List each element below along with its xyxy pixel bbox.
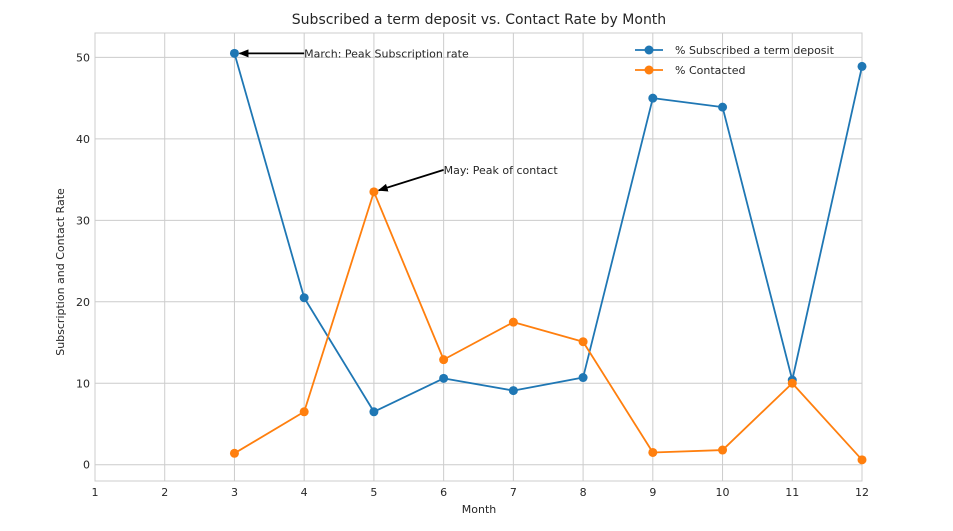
x-tick-label: 10	[716, 486, 730, 499]
x-tick-label: 1	[92, 486, 99, 499]
series-line	[233, 190, 863, 461]
data-point	[787, 378, 797, 388]
data-point	[857, 61, 867, 71]
legend-entry: % Contacted	[635, 64, 746, 77]
x-tick-label: 9	[649, 486, 656, 499]
data-point	[369, 187, 379, 197]
y-tick-label: 50	[76, 51, 90, 64]
data-point	[229, 48, 239, 58]
annotations: March: Peak Subscription rate May: Peak o…	[238, 47, 559, 192]
legend-label: % Subscribed a term deposit	[675, 44, 835, 57]
data-point	[369, 407, 379, 417]
data-point	[299, 293, 309, 303]
x-tick-label: 7	[510, 486, 517, 499]
plot-frame	[94, 32, 863, 482]
x-tick-label: 6	[440, 486, 447, 499]
gridlines	[94, 32, 863, 482]
y-tick-label: 40	[76, 133, 90, 146]
y-tick-label: 30	[76, 214, 90, 227]
series-group	[229, 48, 867, 465]
x-tick-label: 12	[855, 486, 869, 499]
x-tick-label: 3	[231, 486, 238, 499]
x-tick-label: 11	[785, 486, 799, 499]
data-point	[299, 407, 309, 417]
series-line	[233, 53, 863, 413]
y-axis-label: Subscription and Contact Rate	[54, 188, 67, 356]
chart-title: Subscribed a term deposit vs. Contact Ra…	[292, 12, 666, 28]
data-point	[229, 448, 239, 458]
x-tick-label: 8	[580, 486, 587, 499]
data-point	[439, 355, 449, 365]
data-point	[648, 447, 658, 457]
x-tick-label: 5	[370, 486, 377, 499]
data-point	[857, 455, 867, 465]
legend: % Subscribed a term deposit % Contacted	[635, 44, 835, 77]
x-tick-label: 2	[161, 486, 168, 499]
y-tick-label: 0	[83, 459, 90, 472]
data-point	[439, 373, 449, 383]
data-point	[508, 386, 518, 396]
annotation-text: March: Peak Subscription rate	[304, 47, 469, 60]
data-point	[648, 93, 658, 103]
series-1	[229, 48, 867, 417]
y-tick-label: 10	[76, 377, 90, 390]
data-point	[718, 445, 728, 455]
data-point	[508, 317, 518, 327]
x-axis-label: Month	[462, 503, 497, 516]
x-tick-label: 4	[301, 486, 308, 499]
annotation-text: May: Peak of contact	[444, 164, 559, 177]
legend-label: % Contacted	[675, 64, 746, 77]
legend-marker	[644, 65, 654, 75]
y-tick-label: 20	[76, 296, 90, 309]
data-point	[578, 373, 588, 383]
legend-entry: % Subscribed a term deposit	[635, 44, 835, 57]
data-point	[578, 337, 588, 347]
series-2	[229, 187, 867, 465]
data-point	[718, 102, 728, 112]
annotation-arrow	[377, 168, 444, 192]
legend-marker	[644, 45, 654, 55]
